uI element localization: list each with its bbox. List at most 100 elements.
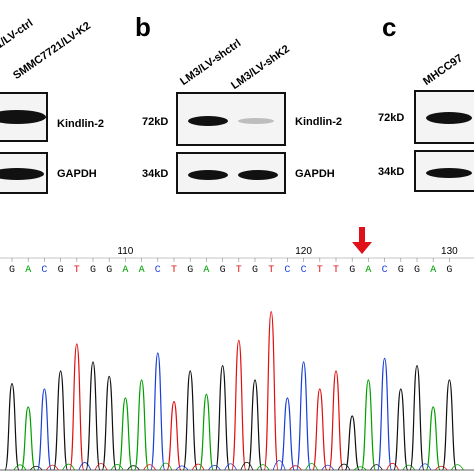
trace-peak xyxy=(360,379,376,471)
trace-minor-peak xyxy=(191,463,205,471)
trace-peak xyxy=(134,379,150,471)
trace-peak xyxy=(20,406,36,471)
trace-peaks xyxy=(0,310,474,471)
base-call: G xyxy=(220,265,226,276)
trace-minor-peak xyxy=(305,463,318,471)
base-call: A xyxy=(365,265,371,276)
base-call: C xyxy=(155,265,161,276)
trace-minor-peak xyxy=(13,464,27,471)
position-ticks xyxy=(0,257,474,262)
trace-peak xyxy=(312,388,328,471)
trace-peak xyxy=(279,397,295,471)
position-number: 110 xyxy=(117,246,133,257)
trace-minor-peak xyxy=(208,465,221,471)
trace-minor-peak xyxy=(370,464,383,471)
base-call: A xyxy=(25,265,31,276)
trace-minor-peak xyxy=(337,463,351,471)
blot-c-kindlin2 xyxy=(414,90,474,144)
base-call: G xyxy=(414,265,420,276)
trace-peak xyxy=(198,393,214,471)
trace-peak xyxy=(425,406,441,471)
base-call: C xyxy=(284,265,290,276)
trace-minor-peak xyxy=(143,464,156,471)
lane-label-c1: MHCC97 xyxy=(421,52,466,88)
band-b-gapdh-ctrl xyxy=(188,170,228,180)
base-call: G xyxy=(90,265,96,276)
base-call: G xyxy=(58,265,64,276)
trace-minor-peak xyxy=(402,464,416,471)
trace-peak xyxy=(4,382,20,471)
band-a-kindlin2 xyxy=(0,110,46,124)
marker-b-72kd: 72kD xyxy=(142,116,169,128)
trace-peak xyxy=(393,388,409,471)
base-call: T xyxy=(171,265,177,276)
base-call: G xyxy=(398,265,404,276)
base-call: G xyxy=(106,265,112,276)
trace-peak xyxy=(263,310,279,471)
trace-peak xyxy=(409,364,425,471)
trace-minor-peak xyxy=(127,465,140,471)
marker-c-34kd: 34kD xyxy=(378,166,405,178)
trace-peak xyxy=(328,370,344,471)
base-call: G xyxy=(187,265,193,276)
band-b-gapdh-sh xyxy=(238,170,278,180)
protein-label-a-gapdh: GAPDH xyxy=(57,168,97,180)
trace-peak xyxy=(215,364,231,471)
base-call: T xyxy=(317,265,323,276)
position-number: 120 xyxy=(295,246,312,257)
band-b-kindlin2-ctrl xyxy=(188,116,228,126)
lane-label-a1: C1/LV-ctrl xyxy=(0,17,36,56)
trace-minor-peak xyxy=(46,464,59,471)
trace-peak xyxy=(296,361,312,471)
band-c-kindlin2 xyxy=(426,112,472,124)
trace-minor-peak xyxy=(256,464,270,471)
trace-peak xyxy=(69,343,85,471)
protein-label-b-kindlin2: Kindlin-2 xyxy=(295,116,343,128)
protein-label-b-gapdh: GAPDH xyxy=(295,168,335,180)
trace-minor-peak xyxy=(289,465,302,471)
base-call: T xyxy=(74,265,80,276)
base-call: T xyxy=(236,265,242,276)
trace-peak xyxy=(441,379,457,471)
trace-minor-peak xyxy=(353,466,367,471)
trace-peak xyxy=(166,400,182,471)
base-call: C xyxy=(41,265,47,276)
base-call: G xyxy=(252,265,258,276)
trace-minor-peak xyxy=(240,461,254,471)
base-call: A xyxy=(139,265,145,276)
trace-minor-peak xyxy=(272,460,286,471)
trace-minor-peak xyxy=(418,463,432,471)
base-call: G xyxy=(9,265,15,276)
base-call: G xyxy=(349,265,355,276)
trace-minor-peak xyxy=(159,462,173,471)
base-call: T xyxy=(333,265,339,276)
trace-minor-peak xyxy=(386,462,399,471)
panel-letter-c: c xyxy=(382,12,397,42)
base-call: A xyxy=(430,265,436,276)
base-call: A xyxy=(122,265,128,276)
blot-a-kindlin2 xyxy=(0,92,48,142)
blot-a-gapdh xyxy=(0,152,48,194)
blot-b-kindlin2 xyxy=(176,92,286,146)
marker-c-72kd: 72kD xyxy=(378,112,405,124)
trace-minor-peak xyxy=(62,463,75,471)
trace-peak xyxy=(344,415,360,471)
trace-minor-peak xyxy=(321,464,335,471)
panel-letter-b: b xyxy=(135,12,151,42)
position-number: 130 xyxy=(441,246,458,257)
trace-peak xyxy=(101,375,117,471)
trace-minor-peak xyxy=(175,465,189,471)
trace-peak xyxy=(150,352,166,471)
marker-b-34kd: 34kD xyxy=(142,168,169,180)
base-call: C xyxy=(382,265,388,276)
position-numbers: 110 120 130 xyxy=(117,246,458,257)
trace-peak xyxy=(377,357,393,471)
trace-peak xyxy=(85,361,101,471)
trace-peak xyxy=(231,339,247,471)
trace-minor-peak xyxy=(224,463,237,471)
trace-peak xyxy=(247,379,263,471)
blot-c-gapdh xyxy=(414,150,474,192)
trace-peak xyxy=(53,370,69,471)
trace-minor-peak xyxy=(29,465,43,471)
